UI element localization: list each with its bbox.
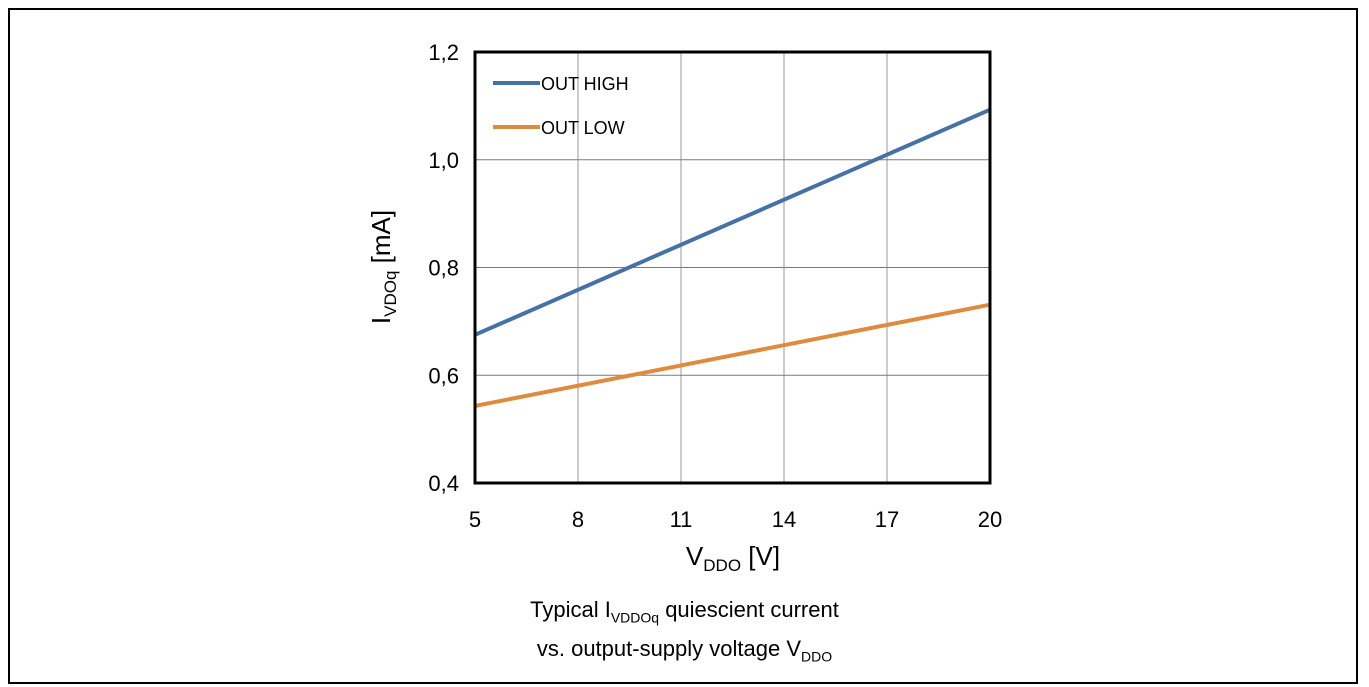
y-tick-label: 1,2	[428, 40, 459, 65]
y-tick-label: 0,8	[428, 256, 459, 281]
series-line	[474, 302, 991, 408]
x-tick-label: 17	[875, 507, 899, 532]
legend: OUT HIGH OUT LOW	[493, 74, 629, 138]
grid-lines	[474, 51, 991, 484]
series-line	[474, 107, 991, 337]
x-tick-label: 11	[670, 507, 693, 532]
y-tick-labels: 0,4 0,6 0,8 1,0 1,2	[428, 40, 459, 496]
figure-caption: Typical IVDDOq quiescient current vs. ou…	[0, 594, 1369, 673]
legend-label: OUT LOW	[541, 118, 625, 138]
y-axis-label: IVDOq [mA]	[366, 210, 400, 324]
y-tick-label: 0,4	[428, 471, 459, 496]
x-tick-label: 8	[572, 507, 584, 532]
y-tick-label: 0,6	[428, 363, 459, 388]
line-chart: 5 8 11 14 17 20 0,4 0,6 0,8 1,0 1,2 OUT HIGH OUT L…	[366, 40, 1002, 575]
x-tick-label: 14	[772, 507, 796, 532]
x-tick-labels: 5 8 11 14 17 20	[469, 507, 1002, 532]
caption-line-1: Typical IVDDOq quiescient current	[530, 597, 839, 626]
y-tick-label: 1,0	[428, 148, 459, 173]
plot-area	[473, 50, 992, 485]
x-tick-label: 5	[469, 507, 481, 532]
x-axis-label: VDDO [V]	[686, 541, 780, 575]
caption-line-2: vs. output-supply voltage VDDO	[536, 636, 833, 665]
series-lines	[474, 107, 991, 408]
x-tick-label: 20	[978, 507, 1002, 532]
legend-label: OUT HIGH	[541, 74, 629, 94]
figure-frame	[8, 8, 1358, 684]
